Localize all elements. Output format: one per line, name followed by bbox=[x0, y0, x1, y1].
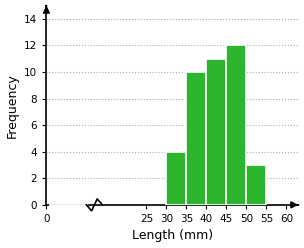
Y-axis label: Frequency: Frequency bbox=[5, 73, 19, 138]
Bar bbox=[166, 152, 186, 205]
Bar bbox=[226, 45, 247, 205]
Bar bbox=[206, 59, 226, 205]
Bar bbox=[186, 72, 206, 205]
X-axis label: Length (mm): Length (mm) bbox=[132, 229, 213, 243]
Bar bbox=[247, 165, 266, 205]
